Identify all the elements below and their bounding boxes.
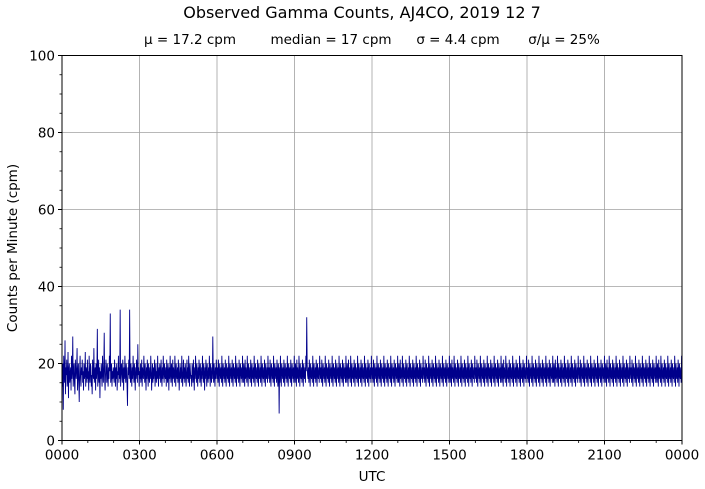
- x-tick-label: 0000: [45, 448, 79, 464]
- y-tick-label: 100: [29, 49, 55, 65]
- y-axis-label: Counts per Minute (cpm): [5, 164, 21, 332]
- stat-mean: μ = 17.2 cpm: [144, 32, 236, 48]
- x-axis-ticks: 0000 0300 0600 0900 1200 1500 1800 2100 0000: [45, 440, 699, 464]
- y-tick-label: 80: [38, 126, 55, 142]
- x-tick-label: 0000: [665, 448, 699, 464]
- gamma-count-series-line: [61, 309, 683, 414]
- x-tick-label: 1200: [355, 448, 389, 464]
- x-tick-label: 0300: [122, 448, 156, 464]
- y-tick-label: 20: [38, 357, 55, 373]
- x-tick-label: 2100: [587, 448, 621, 464]
- x-axis-label: UTC: [359, 469, 386, 485]
- plot-frame: [61, 55, 683, 441]
- x-tick-label: 1500: [432, 448, 466, 464]
- y-axis-ticks: 0 20 40 60 80 100: [29, 49, 62, 450]
- x-tick-label: 0900: [277, 448, 311, 464]
- stat-median: median = 17 cpm: [270, 32, 391, 48]
- y-tick-label: 40: [38, 280, 55, 296]
- y-tick-label: 60: [38, 203, 55, 219]
- stat-ratio: σ/μ = 25%: [528, 32, 600, 48]
- chart-title: Observed Gamma Counts, AJ4CO, 2019 12 7: [183, 3, 541, 22]
- x-tick-label: 1800: [510, 448, 544, 464]
- x-tick-label: 0600: [200, 448, 234, 464]
- y-tick-label: 0: [46, 434, 55, 450]
- stat-sigma: σ = 4.4 cpm: [416, 32, 499, 48]
